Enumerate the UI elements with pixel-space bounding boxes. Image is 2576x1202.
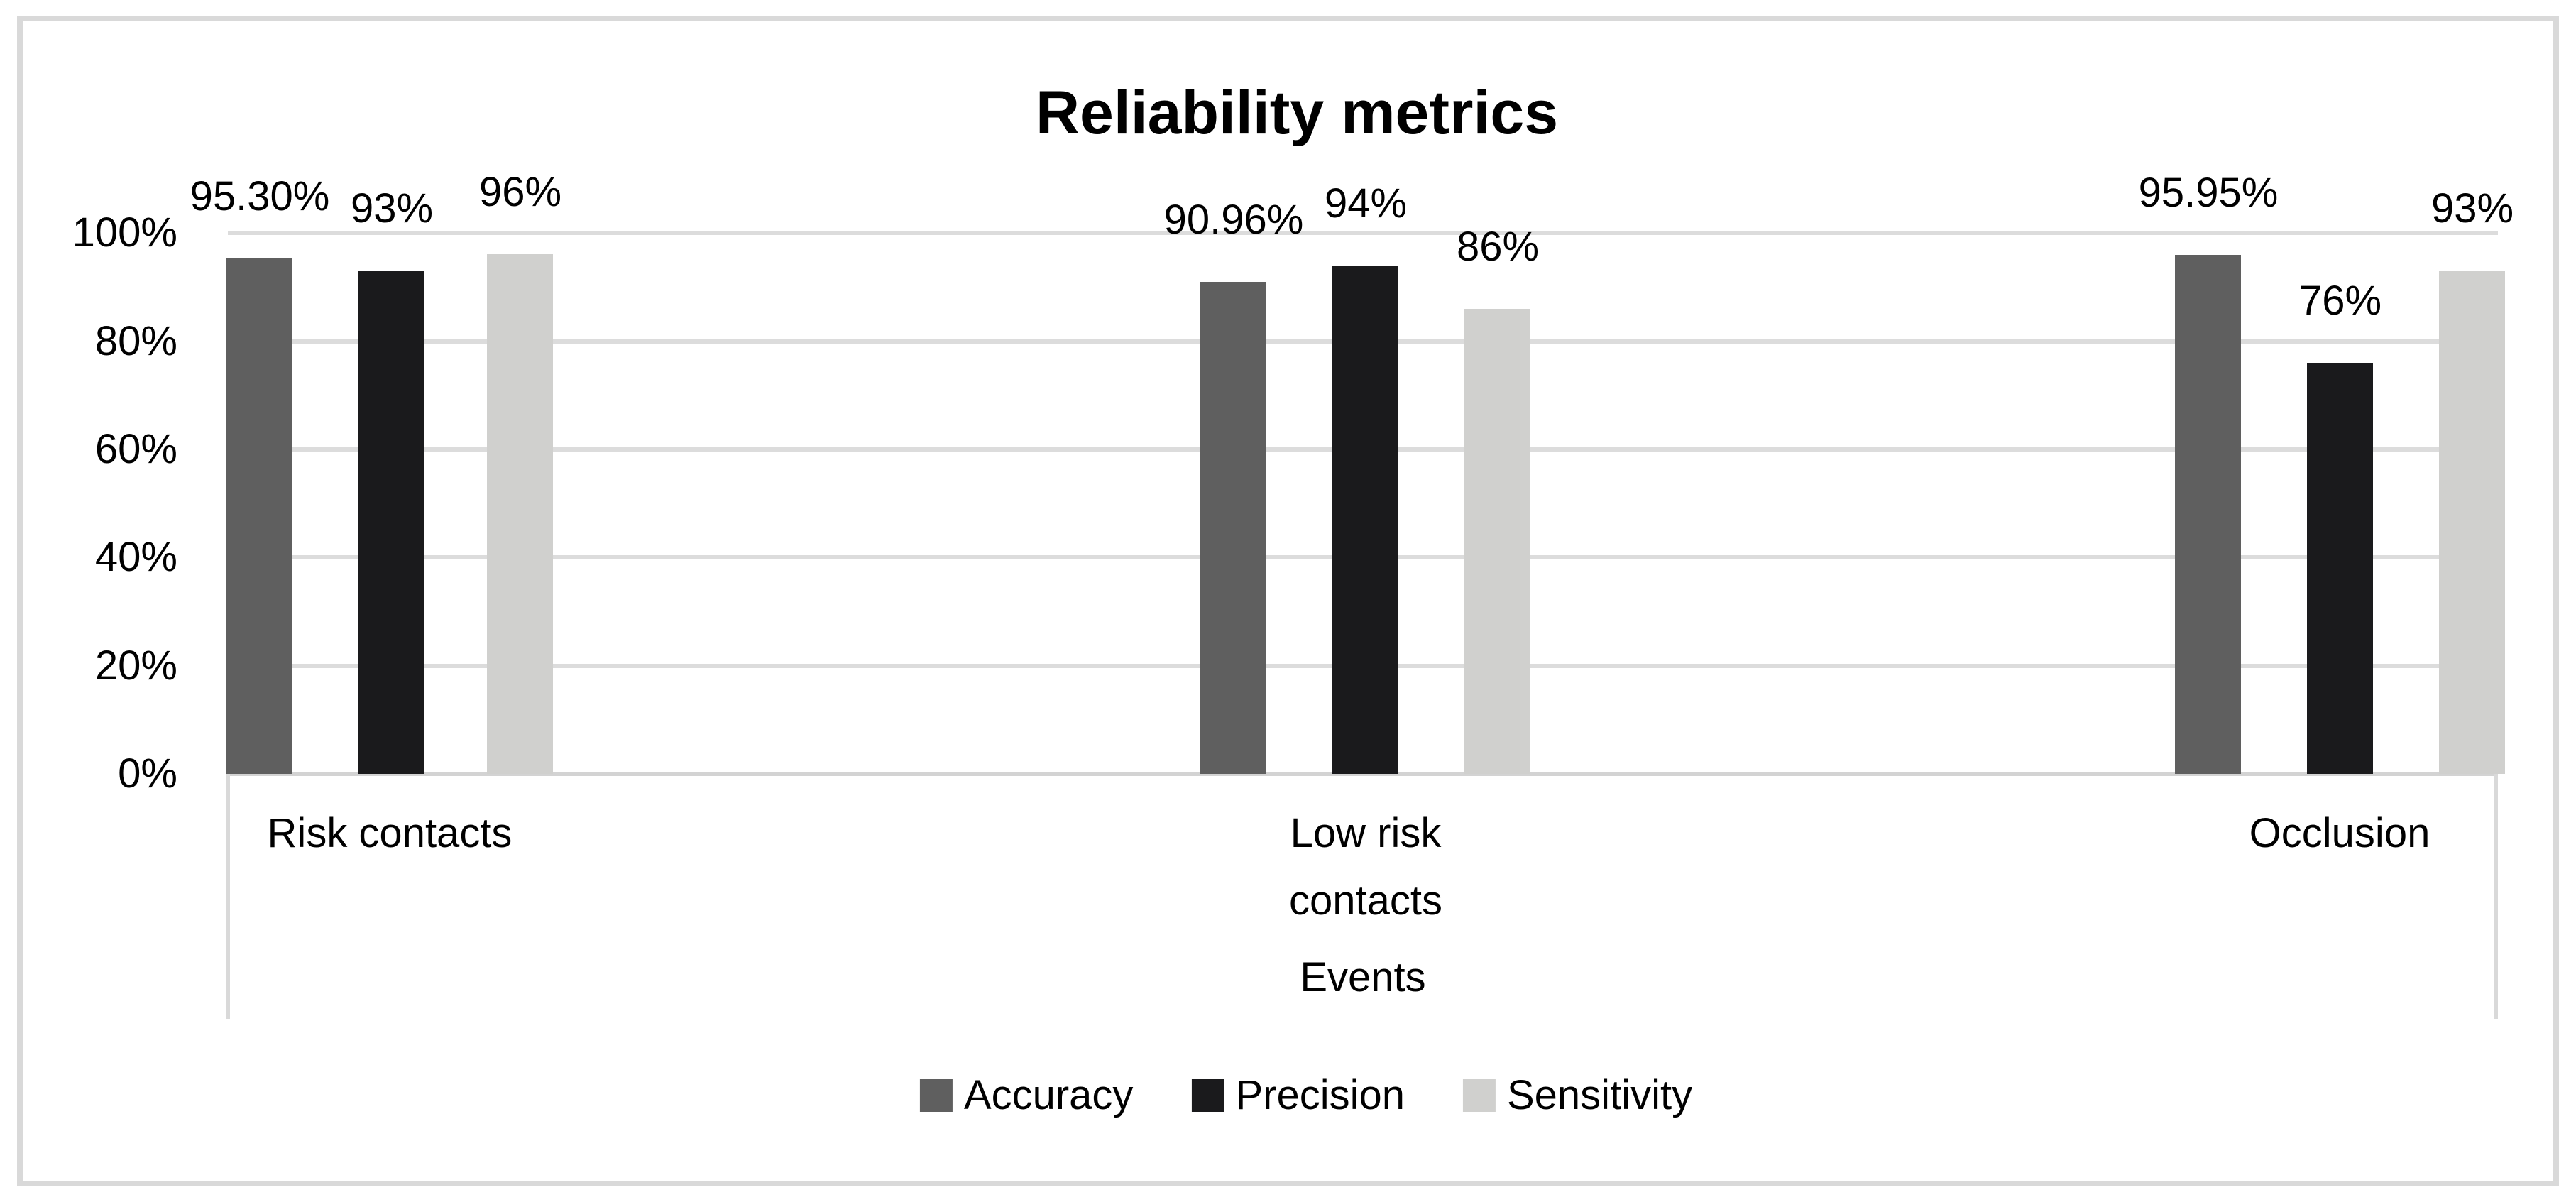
y-tick-label-20: 20% (94, 643, 177, 689)
bar-value-label-precision-1: 93% (350, 185, 434, 231)
bar-accuracy-risk-contacts (226, 258, 292, 774)
plot-area: 95.30% 90.96% 95.95% 93% 94% 76% 96% 86% 93% (190, 169, 2514, 776)
legend-swatch-precision-icon (1191, 1079, 1224, 1112)
bar-sensitivity-occlusion (2439, 271, 2505, 774)
bar-sensitivity-low-risk-contacts (1464, 309, 1530, 774)
bar-accuracy-low-risk-contacts (1200, 282, 1266, 774)
bar-precision-occlusion (2307, 363, 2373, 774)
legend-swatch-accuracy-icon (919, 1079, 953, 1112)
bar-value-label-accuracy-1: 95.30% (190, 173, 330, 219)
x-axis-line (228, 772, 2498, 776)
bar-value-label-sensitivity-2: 86% (1456, 224, 1540, 270)
bar-value-label-sensitivity-3: 93% (2430, 185, 2514, 231)
axis-tick-right (2494, 774, 2498, 1019)
category-label-risk-contacts: Risk contacts (267, 810, 513, 856)
bar-value-label-precision-2: 94% (1324, 180, 1408, 226)
legend: Accuracy Precision Sensitivity (919, 1071, 1693, 1120)
legend-swatch-sensitivity-icon (1462, 1079, 1496, 1112)
bar-value-label-accuracy-3: 95.95% (2138, 170, 2279, 216)
y-tick-label-40: 40% (94, 534, 177, 580)
bar-precision-risk-contacts (358, 271, 424, 774)
legend-label-precision: Precision (1235, 1072, 1405, 1118)
axis-tick-left (226, 774, 230, 1019)
bar-precision-low-risk-contacts (1332, 266, 1398, 774)
category-label-occlusion: Occlusion (2249, 810, 2430, 856)
gridline-100 (228, 231, 2498, 235)
bar-value-label-accuracy-2: 90.96% (1163, 197, 1304, 243)
y-tick-label-0: 0% (118, 750, 177, 797)
bar-accuracy-occlusion (2175, 255, 2241, 774)
legend-item-precision: Precision (1191, 1072, 1405, 1119)
y-tick-label-60: 60% (94, 426, 177, 472)
bar-value-label-sensitivity-1: 96% (478, 169, 562, 215)
bar-value-label-precision-3: 76% (2298, 278, 2382, 324)
y-tick-label-80: 80% (94, 318, 177, 364)
chart-border (17, 16, 2559, 1186)
y-tick-label-100: 100% (72, 209, 177, 256)
category-label-low-risk-contacts: Low risk contacts (1289, 810, 1442, 924)
legend-item-accuracy: Accuracy (919, 1072, 1134, 1119)
x-axis-title: Events (1300, 954, 1426, 1000)
legend-item-sensitivity: Sensitivity (1462, 1072, 1693, 1119)
legend-label-accuracy: Accuracy (963, 1072, 1134, 1118)
chart-title: Reliability metrics (1035, 79, 1559, 147)
legend-label-sensitivity: Sensitivity (1506, 1072, 1693, 1118)
bar-sensitivity-risk-contacts (487, 254, 553, 774)
